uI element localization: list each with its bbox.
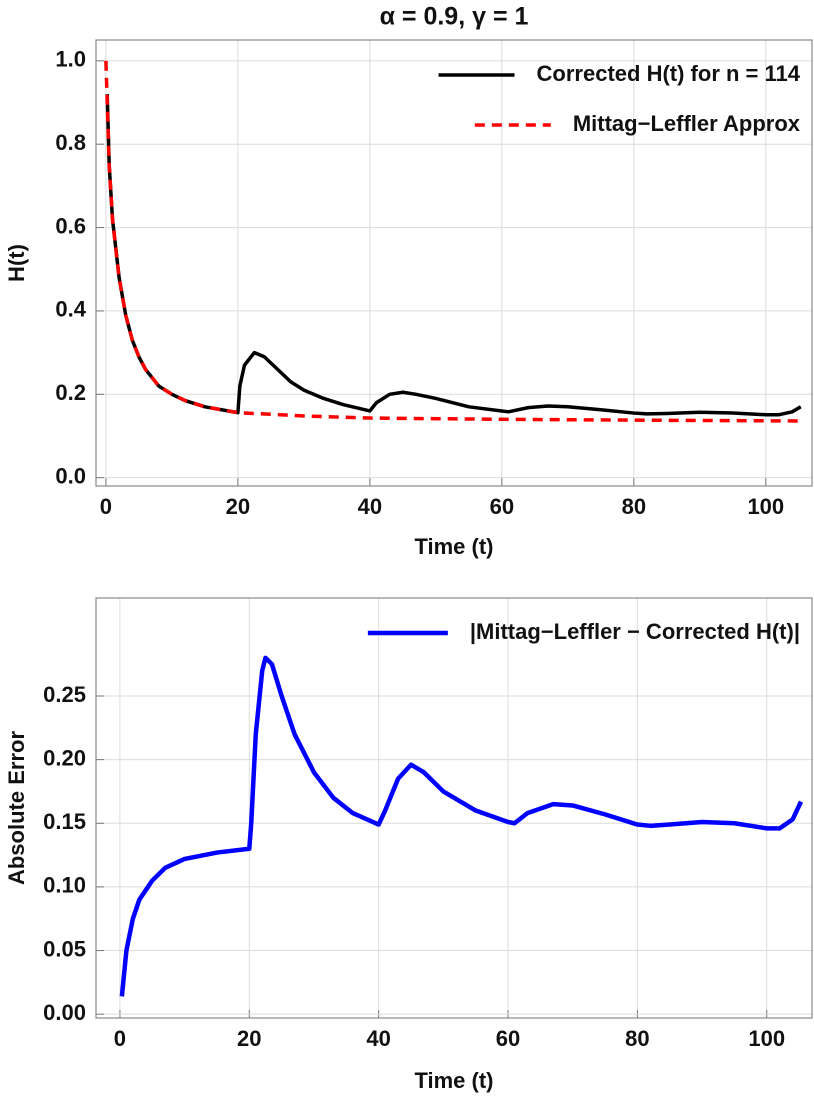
x-tick-label: 80: [622, 494, 646, 519]
y-axis-label: H(t): [4, 244, 29, 282]
y-tick-label: 0.2: [55, 380, 86, 405]
y-tick-label: 0.15: [43, 809, 86, 834]
x-tick-label: 40: [366, 1026, 390, 1051]
x-axis-label: Time (t): [414, 534, 493, 559]
x-tick-label: 80: [625, 1026, 649, 1051]
line-series: [104, 60, 801, 423]
x-tick-label: 20: [237, 1026, 261, 1051]
legend-label: |Mittag−Leffler − Corrected H(t)|: [470, 619, 800, 644]
line-series: [105, 94, 802, 417]
x-tick-label: 0: [100, 494, 112, 519]
y-tick-label: 1.0: [55, 47, 86, 72]
y-tick-label: 0.4: [55, 297, 86, 322]
legend-label: Corrected H(t) for n = 114: [537, 61, 801, 86]
x-tick-label: 60: [496, 1026, 520, 1051]
x-tick-label: 60: [490, 494, 514, 519]
y-tick-label: 0.00: [43, 1000, 86, 1025]
y-tick-label: 0.6: [55, 213, 86, 238]
line-series: [119, 655, 804, 997]
x-tick-label: 40: [358, 494, 382, 519]
y-axis-label: Absolute Error: [4, 731, 29, 885]
plot-frame: [95, 597, 813, 1019]
chart-title: α = 0.9, γ = 1: [380, 3, 529, 31]
x-tick-label: 20: [226, 494, 250, 519]
y-tick-label: 0.05: [43, 936, 86, 961]
legend-label: Mittag−Leffler Approx: [573, 111, 801, 136]
plot-frame: [95, 39, 813, 487]
x-tick-label: 100: [748, 1026, 785, 1051]
x-tick-label: 0: [114, 1026, 126, 1051]
x-tick-label: 100: [747, 494, 784, 519]
y-tick-label: 0.8: [55, 130, 86, 155]
y-tick-label: 0.0: [55, 463, 86, 488]
y-tick-label: 0.10: [43, 873, 86, 898]
x-axis-label: Time (t): [414, 1068, 493, 1093]
y-tick-label: 0.20: [43, 745, 86, 770]
y-tick-label: 0.25: [43, 682, 86, 707]
